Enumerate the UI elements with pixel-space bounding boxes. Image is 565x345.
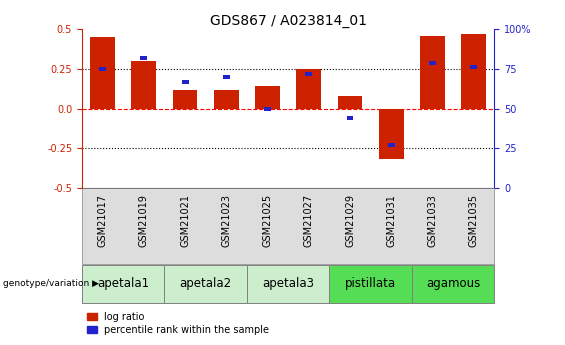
Bar: [264, 107, 271, 111]
Bar: [132, 61, 156, 109]
Bar: [429, 61, 436, 65]
Text: GSM21031: GSM21031: [386, 194, 396, 247]
FancyBboxPatch shape: [329, 265, 412, 303]
Bar: [420, 36, 445, 109]
FancyBboxPatch shape: [164, 265, 247, 303]
FancyBboxPatch shape: [82, 265, 164, 303]
Text: GSM21025: GSM21025: [263, 194, 272, 247]
Bar: [462, 34, 486, 109]
Bar: [99, 67, 106, 71]
Text: GSM21021: GSM21021: [180, 194, 190, 247]
FancyBboxPatch shape: [412, 265, 494, 303]
Text: GSM21017: GSM21017: [98, 194, 107, 247]
Bar: [90, 37, 115, 109]
Text: apetala2: apetala2: [180, 277, 232, 290]
Title: GDS867 / A023814_01: GDS867 / A023814_01: [210, 14, 367, 28]
Text: GSM21035: GSM21035: [469, 194, 479, 247]
Bar: [181, 80, 189, 84]
Bar: [297, 69, 321, 109]
Text: GSM21033: GSM21033: [428, 194, 437, 247]
Bar: [255, 87, 280, 109]
Text: GSM21019: GSM21019: [139, 194, 149, 247]
Bar: [305, 72, 312, 76]
Text: genotype/variation ▶: genotype/variation ▶: [3, 279, 99, 288]
Bar: [338, 96, 362, 109]
Legend: log ratio, percentile rank within the sample: log ratio, percentile rank within the sa…: [87, 312, 270, 335]
Text: agamous: agamous: [426, 277, 480, 290]
Bar: [388, 143, 395, 147]
Bar: [173, 90, 197, 109]
Text: pistillata: pistillata: [345, 277, 396, 290]
Bar: [214, 90, 238, 109]
Text: apetala1: apetala1: [97, 277, 149, 290]
Bar: [346, 116, 354, 120]
FancyBboxPatch shape: [82, 188, 494, 264]
Text: apetala3: apetala3: [262, 277, 314, 290]
Bar: [223, 75, 230, 79]
Bar: [379, 109, 403, 159]
Bar: [470, 66, 477, 69]
Text: GSM21029: GSM21029: [345, 194, 355, 247]
Bar: [140, 56, 147, 60]
Text: GSM21027: GSM21027: [304, 194, 314, 247]
Text: GSM21023: GSM21023: [221, 194, 231, 247]
FancyBboxPatch shape: [247, 265, 329, 303]
